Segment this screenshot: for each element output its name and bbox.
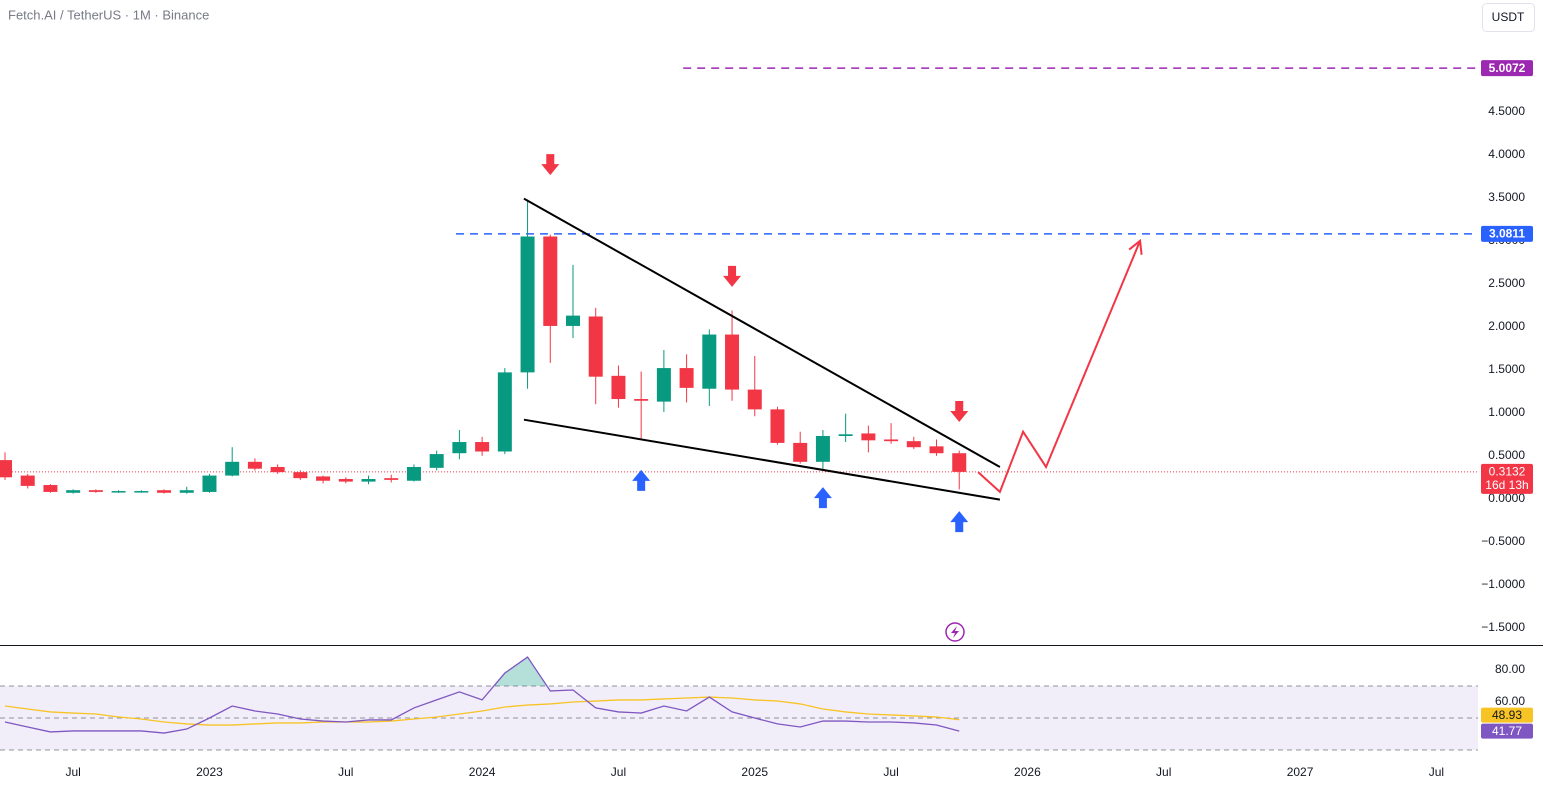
y-tick-label: 4.5000 xyxy=(1488,104,1525,118)
candle-body xyxy=(452,442,467,454)
candle-body xyxy=(588,316,603,377)
level-tag-label: 5.0072 xyxy=(1489,61,1526,75)
signal-arrow xyxy=(541,154,560,176)
candle-body xyxy=(293,472,308,479)
candle-body xyxy=(861,433,876,441)
candle-body xyxy=(0,460,12,478)
candle-body xyxy=(43,485,58,492)
currency-label[interactable]: USDT xyxy=(1492,10,1525,24)
y-tick-label: −1.5000 xyxy=(1481,620,1525,634)
x-tick-label: Jul xyxy=(1156,765,1171,779)
signal-arrow xyxy=(950,511,969,533)
x-tick-label: 2026 xyxy=(1014,765,1041,779)
countdown-label: 16d 13h xyxy=(1485,478,1528,492)
candle-body xyxy=(815,436,830,462)
candle-body xyxy=(543,236,558,326)
signal-arrow xyxy=(632,469,651,491)
candle-body xyxy=(111,491,126,493)
y-tick-label: −0.5000 xyxy=(1481,534,1525,548)
candle-body xyxy=(770,409,785,443)
x-tick-label: Jul xyxy=(611,765,626,779)
y-tick-label: 1.5000 xyxy=(1488,362,1525,376)
candle-body xyxy=(66,490,81,493)
candle-body xyxy=(838,434,853,437)
candle-body xyxy=(475,442,490,452)
x-tick-label: Jul xyxy=(338,765,353,779)
x-tick-label: Jul xyxy=(65,765,80,779)
y-tick-label: 4.0000 xyxy=(1488,147,1525,161)
candle-body xyxy=(793,442,808,462)
y-tick-label: −1.0000 xyxy=(1481,577,1525,591)
candle-body xyxy=(520,236,535,373)
candle-body xyxy=(247,461,262,469)
candle-body xyxy=(88,490,103,492)
candle-body xyxy=(134,491,149,493)
x-tick-label: 2027 xyxy=(1287,765,1314,779)
indicator-line xyxy=(4,696,960,726)
level-tag xyxy=(1481,225,1533,242)
candle-body xyxy=(20,475,35,486)
candle-body xyxy=(634,399,649,401)
candle-body xyxy=(747,389,762,410)
signal-arrow xyxy=(813,487,832,509)
signal-arrow xyxy=(950,400,969,422)
y-tick-label: 2.5000 xyxy=(1488,276,1525,290)
projection-path xyxy=(977,240,1142,494)
y-tick-label: 0.5000 xyxy=(1488,448,1525,462)
signal-arrow xyxy=(723,265,742,287)
candle-body xyxy=(725,334,740,390)
level-tag-label: 3.0811 xyxy=(1489,226,1525,240)
indicator-tag-label: 48.93 xyxy=(1492,708,1522,722)
currency-button[interactable] xyxy=(1482,3,1535,32)
candle-body xyxy=(225,461,240,476)
x-tick-label: 2023 xyxy=(196,765,223,779)
trendline xyxy=(523,418,1001,501)
candle-body xyxy=(497,372,512,452)
y-tick-label: 3.5000 xyxy=(1488,190,1525,204)
indicator-tag-label: 41.77 xyxy=(1492,724,1522,738)
candle-body xyxy=(884,439,899,442)
x-tick-label: 2024 xyxy=(469,765,496,779)
indicator-tag xyxy=(1481,707,1533,723)
indicator-tick-label: 60.00 xyxy=(1495,694,1525,708)
trendline xyxy=(523,197,1001,468)
symbol-title: Fetch.AI / TetherUS · 1M · Binance xyxy=(8,7,209,22)
candle-body xyxy=(929,446,944,454)
indicator-tag xyxy=(1481,723,1533,739)
x-tick-label: 2025 xyxy=(741,765,768,779)
candle-body xyxy=(611,375,626,400)
y-tick-label: 1.0000 xyxy=(1488,405,1525,419)
y-tick-label: 0.0000 xyxy=(1488,491,1525,505)
alert-icon[interactable] xyxy=(945,622,965,642)
indicator-line xyxy=(4,656,960,734)
candle-body xyxy=(361,479,376,482)
candle-body xyxy=(316,476,331,481)
x-tick-label: Jul xyxy=(1429,765,1444,779)
level-tag xyxy=(1481,60,1533,77)
candle-body xyxy=(702,334,717,389)
candle-body xyxy=(566,315,580,326)
candle-body xyxy=(202,475,217,492)
candle-body xyxy=(429,454,444,468)
candle-body xyxy=(679,368,694,388)
candle-body xyxy=(656,368,671,402)
last-price-tag xyxy=(1481,463,1533,494)
projection-arrowhead xyxy=(1128,238,1143,255)
candle-body xyxy=(157,490,172,493)
candle-body xyxy=(179,490,194,493)
candle-body xyxy=(338,479,353,482)
candle-body xyxy=(952,453,967,472)
candle-body xyxy=(906,441,921,448)
x-tick-label: Jul xyxy=(883,765,898,779)
y-tick-label: 2.0000 xyxy=(1488,319,1525,333)
last-price-label: 0.3132 xyxy=(1489,465,1526,479)
candle-body xyxy=(384,478,399,480)
indicator-tick-label: 80.00 xyxy=(1495,662,1525,676)
candle-body xyxy=(406,466,421,481)
candle-body xyxy=(270,466,285,473)
